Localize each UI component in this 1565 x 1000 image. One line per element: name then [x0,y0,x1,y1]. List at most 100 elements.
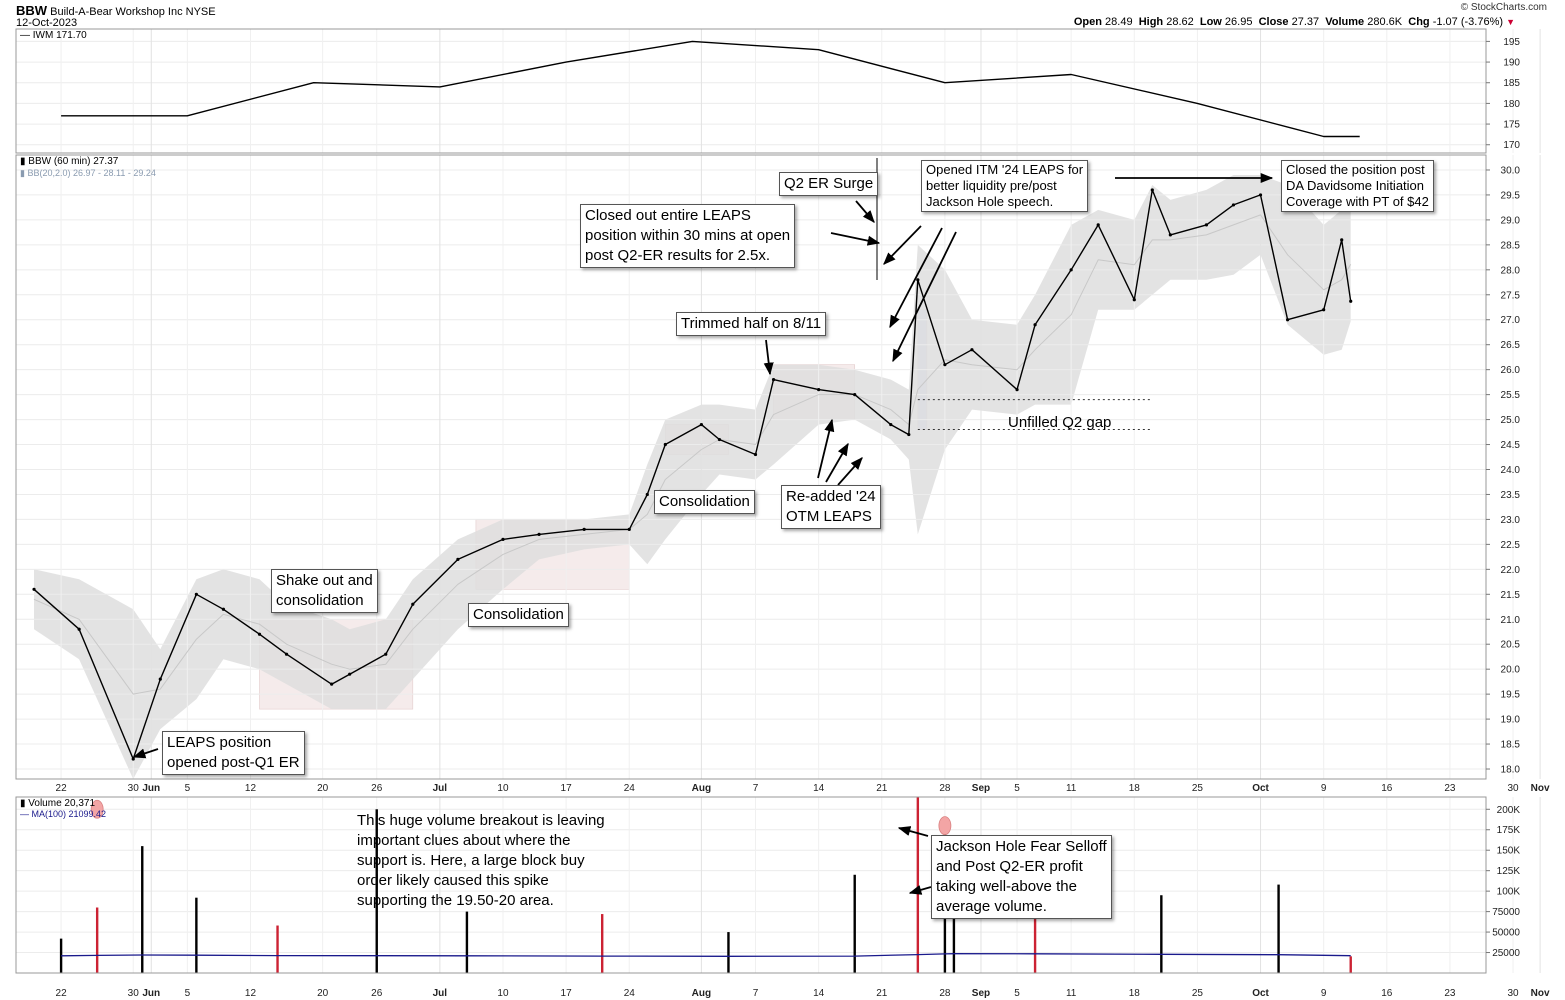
x-tick-label: 11 [1066,988,1077,999]
x-tick-label: 16 [1381,988,1393,999]
x-tick-label: 20 [317,988,329,999]
bbw-price-point [1340,238,1344,242]
bb-legend: ▮ BB(20,2.0) 26.97 - 28.11 - 29.24 [20,168,156,178]
price-legend-label: BBW (60 min) 27.37 [28,156,119,167]
x-tick-label: 14 [813,988,825,999]
px-y-tick-label: 22.0 [1501,565,1521,576]
px-y-tick-label: 23.0 [1501,515,1521,526]
iwm-line [61,40,1360,138]
bbw-price-point [384,652,388,656]
px-y-tick-label: 23.5 [1501,490,1521,501]
x-tick-label: 17 [561,783,573,794]
iwm-y-tick-label: 185 [1503,78,1520,89]
bbw-price-point [131,757,135,761]
vol-panel-frame [15,796,1487,974]
annotation-q2-er-surge: Q2 ER Surge [779,172,879,196]
volume-bar [1277,884,1280,973]
bbw-price-point [627,527,631,532]
bbw-price-point [717,437,722,442]
x-tick-label: 25 [1192,988,1204,999]
iwm-y-tick-label: 170 [1503,140,1520,151]
exchange: NYSE [185,6,216,18]
bbw-price-point [158,677,162,681]
annotation-arrow [855,200,875,223]
x-tick-label: 26 [371,783,383,794]
bbw-price-point [1231,203,1236,207]
bbw-price-point [943,363,947,367]
px-y-tick-label: 18.5 [1501,740,1521,751]
x-tick-label: 16 [1381,783,1393,794]
annotation-arrow [908,885,932,895]
annotation-closed-leaps: Closed out entire LEAPS position within … [580,204,796,268]
bbw-price-point [257,632,262,636]
bbw-price-point [1069,268,1073,272]
volume-bar [195,897,198,973]
x-tick-label: 5 [1014,988,1020,999]
annotation-opened-itm: Opened ITM '24 LEAPS for better liquidit… [921,160,1089,212]
x-tick-label: 28 [939,988,951,999]
bbw-price-point [817,388,821,392]
x-tick-label: 26 [371,988,383,999]
bbw-price-point [32,587,36,591]
px-y-tick-label: 26.0 [1501,365,1521,376]
x-tick-label: Oct [1252,988,1269,999]
bbw-price-point [916,278,920,282]
px-y-tick-label: 26.5 [1501,340,1521,351]
bbw-price-point [1349,299,1353,303]
chg-label: Chg [1408,16,1430,28]
bbw-price-point [582,527,586,532]
bbw-price-point [1322,308,1326,312]
x-tick-label: 23 [1444,988,1456,999]
volume-bar [1160,895,1163,973]
x-tick-label: 5 [185,988,191,999]
x-tick-label: 23 [1444,783,1456,794]
low-label: Low [1199,16,1222,28]
px-y-tick-label: 24.0 [1501,465,1521,476]
bbw-price-point [348,672,352,676]
x-tick-label: 9 [1321,783,1327,794]
volume-bar [1033,905,1037,973]
x-tick-label: Aug [692,988,711,999]
bbw-price-point [1096,223,1100,227]
bbw-price-point [77,627,81,631]
header-title: BBW Build-A-Bear Workshop Inc NYSE [16,3,216,18]
open-label: Open [1073,16,1102,28]
bbw-price-point [907,432,911,437]
vol-y-tick-label: 175K [1497,825,1521,836]
quote-bar: Open 28.49 High 28.62 Low 26.95 Close 27… [1074,16,1515,28]
bbw-price-point [194,592,198,596]
px-y-tick-label: 25.0 [1501,415,1521,426]
x-tick-label: 20 [317,783,329,794]
px-y-tick-label: 18.0 [1501,765,1521,776]
bbw-price-point [501,537,505,541]
close-label: Close [1258,16,1289,28]
px-y-tick-label: 20.0 [1501,665,1521,676]
volume-bar [916,797,920,973]
x-tick-label: 7 [753,988,759,999]
bbw-price-point [537,532,541,536]
x-tick-label: Jun [142,988,160,999]
x-tick-label: Aug [692,783,711,794]
vol-y-tick-label: 150K [1497,846,1521,857]
annotation-consolidation-aug: Consolidation [654,490,755,514]
x-tick-label: Sep [972,988,990,999]
annotation-volume-breakout: This huge volume breakout is leaving imp… [357,812,605,909]
open-value: 28.49 [1105,16,1133,28]
volume-bar [375,809,378,973]
bbw-price-point [1168,233,1172,237]
px-y-tick-label: 30.0 [1501,165,1521,176]
iwm-y-tick-label: 180 [1503,99,1520,110]
annotation-trimmed-half: Trimmed half on 8/11 [676,312,827,336]
px-y-tick-label: 19.5 [1501,690,1521,701]
x-tick-label: 12 [245,783,257,794]
x-tick-label: 5 [185,783,191,794]
x-tick-label: 10 [497,783,509,794]
bb-legend-label: BB(20,2.0) 26.97 - 28.11 - 29.24 [27,168,156,178]
annotation-readded-leaps: Re-added '24 OTM LEAPS [781,485,881,529]
px-y-tick-label: 21.0 [1501,615,1521,626]
px-y-tick-label: 27.5 [1501,290,1521,301]
volume-bar [276,925,279,973]
bbw-price-point [1150,188,1154,192]
bbw-price-point [1033,323,1037,327]
down-triangle-icon: ▼ [1506,17,1515,27]
